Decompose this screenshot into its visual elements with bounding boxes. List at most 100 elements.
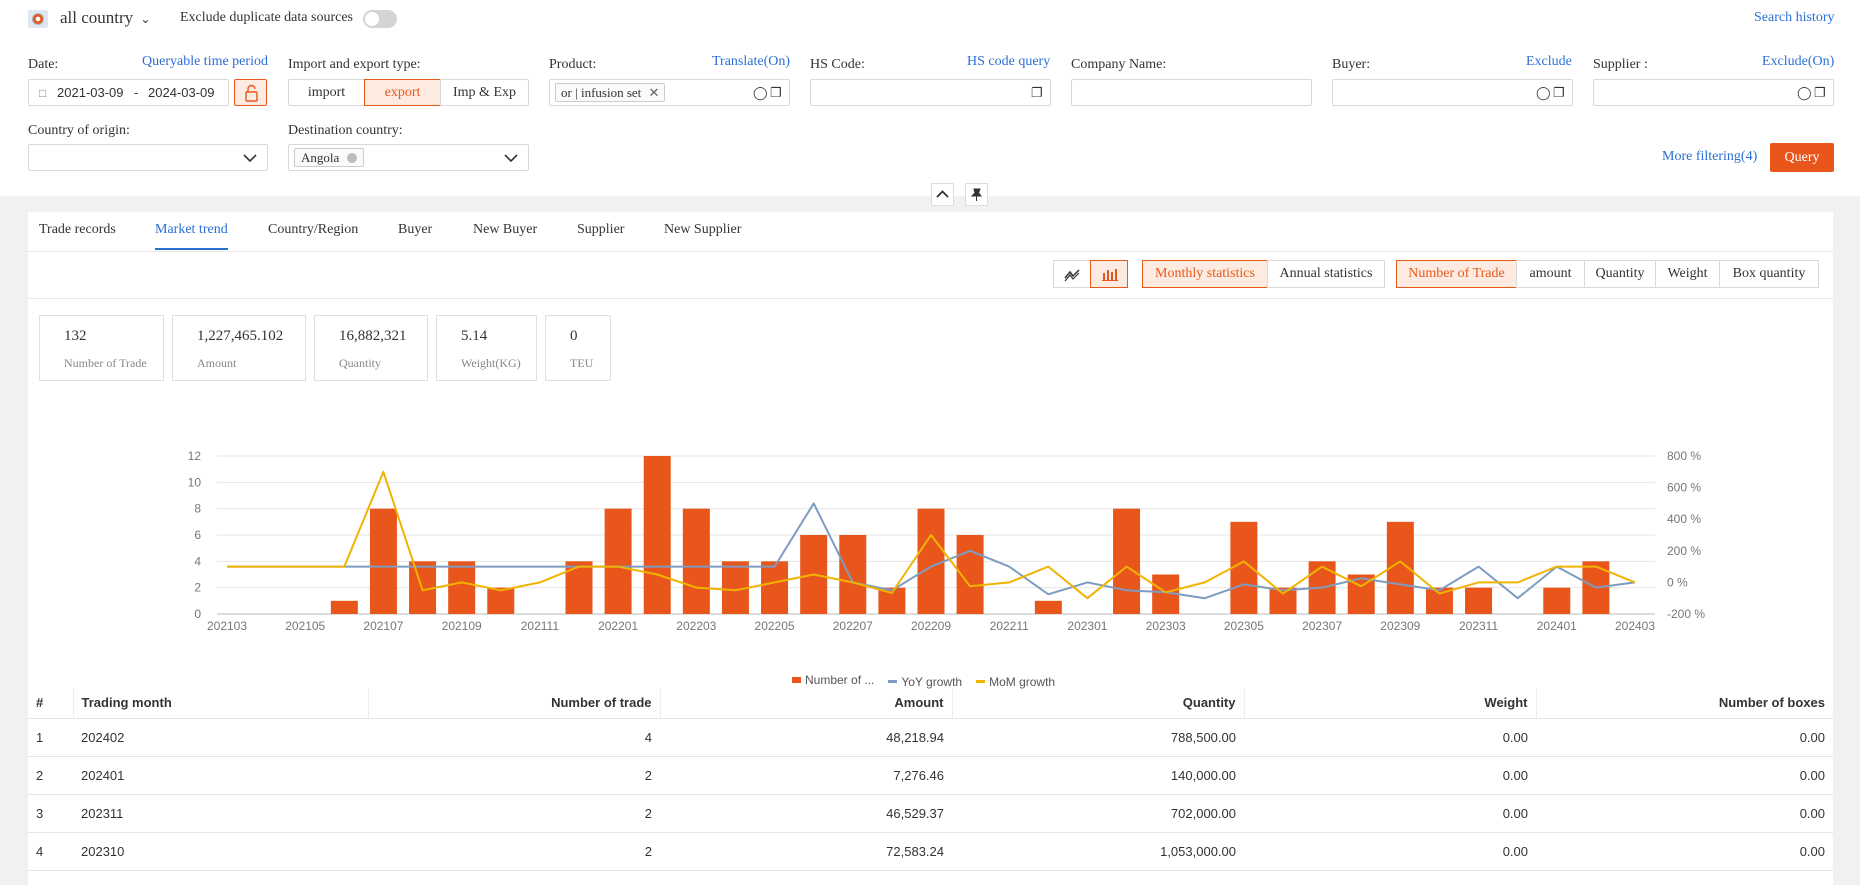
copy-icon[interactable]: ❐ xyxy=(1031,85,1043,100)
bar xyxy=(1034,600,1062,614)
legend-item-mom[interactable]: MoM growth xyxy=(976,675,1055,689)
translate-link[interactable]: Translate(On) xyxy=(712,54,791,69)
y-tick-label: 0 xyxy=(194,607,201,621)
cell-quantity: 1,053,000.00 xyxy=(952,832,1244,871)
exclude-duplicates-label: Exclude duplicate data sources xyxy=(180,10,353,25)
hs-code-query-link[interactable]: HS code query xyxy=(967,54,1051,69)
buyer-exclude-link[interactable]: Exclude xyxy=(1526,54,1572,69)
copy-icon[interactable]: ❐ xyxy=(1814,85,1826,100)
copy-icon[interactable]: ❐ xyxy=(1553,85,1565,100)
x-tick-label: 202301 xyxy=(1067,619,1107,633)
target-icon[interactable]: ◯ xyxy=(753,85,768,100)
pin-button[interactable] xyxy=(965,183,988,206)
tab-market-trend[interactable]: Market trend xyxy=(155,222,228,250)
y-tick-label: 4 xyxy=(194,554,201,568)
toolbar-divider xyxy=(28,298,1833,299)
supplier-label: Supplier : xyxy=(1593,57,1648,72)
table-row[interactable]: 1 202402 4 48,218.94 788,500.00 0.00 0.00 xyxy=(28,718,1833,757)
x-tick-label: 202403 xyxy=(1615,619,1655,633)
product-label: Product: xyxy=(549,57,597,72)
destination-select[interactable]: Angola xyxy=(288,144,529,171)
company-name-input[interactable] xyxy=(1071,79,1312,106)
export-button[interactable]: export xyxy=(364,79,441,106)
stat-label: Quantity xyxy=(339,356,381,370)
filter-panel: all country ⌄ Exclude duplicate data sou… xyxy=(0,0,1860,196)
tab-trade-records[interactable]: Trade records xyxy=(39,222,116,237)
bar-chart-button[interactable] xyxy=(1090,260,1128,288)
origin-select[interactable] xyxy=(28,144,268,171)
bar xyxy=(487,587,515,614)
tab-divider xyxy=(28,251,1833,252)
y2-tick-label: 400 % xyxy=(1667,512,1701,526)
y-tick-label: 12 xyxy=(188,449,202,463)
col-header-quantity[interactable]: Quantity xyxy=(951,688,1244,719)
target-icon[interactable]: ◯ xyxy=(1797,85,1812,100)
col-header-month[interactable]: Trading month xyxy=(72,688,368,719)
country-flag-icon[interactable] xyxy=(28,10,48,28)
cell-quantity: 788,500.00 xyxy=(952,718,1244,757)
lock-button[interactable] xyxy=(234,79,267,106)
metric-quantity[interactable]: Quantity xyxy=(1584,260,1656,288)
query-button[interactable]: Query xyxy=(1770,143,1834,172)
queryable-period-link[interactable]: Queryable time period xyxy=(142,54,268,69)
more-filtering-link[interactable]: More filtering(4) xyxy=(1662,149,1758,164)
market-trend-chart: 0 2 4 6 8 10 12 -200 % 0 % 200 % 400 % 600 % 800 % 20… xyxy=(188,449,1706,633)
stat-value: 1,227,465.102 xyxy=(197,328,284,344)
supplier-input[interactable]: ◯ ❐ xyxy=(1593,79,1834,106)
bar xyxy=(917,508,945,614)
metric-weight[interactable]: Weight xyxy=(1655,260,1720,288)
collapse-button[interactable] xyxy=(931,183,954,206)
date-start: 2021-03-09 xyxy=(57,85,124,100)
table-row[interactable]: 3 202311 2 46,529.37 702,000.00 0.00 0.00 xyxy=(28,794,1833,833)
cell-amount: 72,583.24 xyxy=(660,832,952,871)
legend-label: Number of ... xyxy=(805,673,875,687)
buyer-input[interactable]: ◯ ❐ xyxy=(1332,79,1573,106)
tab-new-buyer[interactable]: New Buyer xyxy=(473,222,538,237)
x-tick-label: 202205 xyxy=(755,619,795,633)
col-header-trades[interactable]: Number of trade xyxy=(367,688,660,719)
metric-amount[interactable]: amount xyxy=(1516,260,1585,288)
tab-supplier[interactable]: Supplier xyxy=(577,222,625,237)
hs-code-input[interactable]: ❐ xyxy=(810,79,1051,106)
chevron-up-icon xyxy=(936,190,949,198)
country-selector[interactable]: all country ⌄ xyxy=(60,8,150,28)
imp-exp-button[interactable]: Imp & Exp xyxy=(440,79,529,106)
y-tick-label: 10 xyxy=(188,475,202,489)
import-button[interactable]: import xyxy=(288,79,365,106)
date-range-input[interactable]: □ 2021-03-09 - 2024-03-09 xyxy=(28,79,229,106)
monthly-statistics-button[interactable]: Monthly statistics xyxy=(1142,260,1268,288)
table-row[interactable]: 2 202401 2 7,276.46 140,000.00 0.00 0.00 xyxy=(28,756,1833,795)
metric-box-quantity[interactable]: Box quantity xyxy=(1719,260,1819,288)
annual-statistics-button[interactable]: Annual statistics xyxy=(1267,260,1385,288)
stat-card-weight: 5.14 Weight(KG) xyxy=(436,315,537,381)
product-input[interactable]: or | infusion set ✕ ◯ ❐ xyxy=(549,79,790,106)
cell-weight: 0.00 xyxy=(1244,718,1536,757)
supplier-exclude-link[interactable]: Exclude(On) xyxy=(1762,54,1835,69)
y2-tick-label: 800 % xyxy=(1667,449,1701,463)
col-header-boxes[interactable]: Number of boxes xyxy=(1535,688,1833,719)
legend-item-yoy[interactable]: YoY growth xyxy=(888,675,962,689)
date-label: Date: xyxy=(28,57,59,72)
bar xyxy=(1543,587,1571,614)
exclude-duplicates-toggle[interactable] xyxy=(363,10,397,28)
tab-buyer[interactable]: Buyer xyxy=(398,222,433,237)
line-chart-button[interactable] xyxy=(1053,260,1091,288)
search-history-link[interactable]: Search history xyxy=(1754,10,1835,25)
stat-card-quantity: 16,882,321 Quantity xyxy=(314,315,428,381)
target-icon[interactable]: ◯ xyxy=(1536,85,1551,100)
metric-number-of-trade[interactable]: Number of Trade xyxy=(1396,260,1517,288)
table-row[interactable]: 4 202310 2 72,583.24 1,053,000.00 0.00 0.00 xyxy=(28,832,1833,871)
bar xyxy=(839,535,867,614)
tab-country-region[interactable]: Country/Region xyxy=(268,222,359,237)
col-header-weight[interactable]: Weight xyxy=(1243,688,1536,719)
copy-icon[interactable]: ❐ xyxy=(770,85,782,100)
cell-month: 202311 xyxy=(73,794,368,833)
col-header-amount[interactable]: Amount xyxy=(659,688,952,719)
tab-new-supplier[interactable]: New Supplier xyxy=(664,222,742,237)
legend-item-number[interactable]: Number of ... xyxy=(792,673,874,687)
legend-swatch xyxy=(792,677,801,683)
remove-tag-icon[interactable]: ✕ xyxy=(648,85,660,100)
country-selector-label: all country xyxy=(60,8,134,27)
remove-tag-icon[interactable] xyxy=(346,153,357,163)
x-tick-label: 202105 xyxy=(285,619,325,633)
